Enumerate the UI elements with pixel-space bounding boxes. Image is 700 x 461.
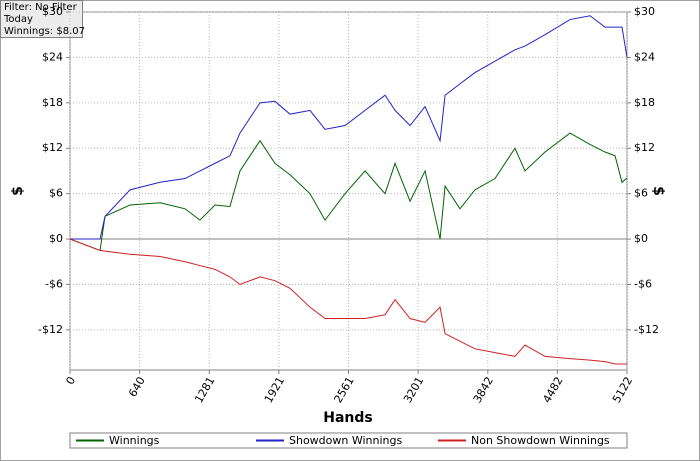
legend-label: Showdown Winnings: [289, 434, 403, 447]
y-tick-label: $0: [49, 232, 63, 245]
y2-tick-label: $6: [634, 187, 648, 200]
filter-text: Filter: No Filter: [4, 2, 78, 13]
y-tick-label: -$12: [38, 323, 63, 336]
y2-tick-label: -$12: [634, 323, 659, 336]
legend-label: Winnings: [109, 434, 160, 447]
legend-label: Non Showdown Winnings: [471, 434, 610, 447]
y2-tick-label: -$6: [634, 277, 652, 290]
y-tick-label: $12: [42, 141, 63, 154]
y2-tick-label: $0: [634, 232, 648, 245]
y-tick-label: $30: [42, 5, 63, 18]
y-tick-label: $18: [42, 96, 63, 109]
series-line: [70, 15, 628, 240]
y2-tick-label: $30: [634, 5, 655, 18]
filter-text: Winnings: $8.07: [4, 26, 85, 37]
y2-tick-label: $24: [634, 50, 655, 63]
y-tick-label: $24: [42, 50, 63, 63]
y2-axis-label: $: [650, 186, 666, 196]
y-axis-label: $: [10, 186, 26, 196]
y2-tick-label: $12: [634, 141, 655, 154]
series-line: [69, 132, 628, 252]
series-line: [69, 238, 627, 365]
plot-area: [69, 11, 628, 371]
legend: [69, 432, 628, 449]
filter-text: Today: [3, 14, 33, 25]
y-tick-label: $6: [49, 187, 63, 200]
x-axis-label: Hands: [323, 410, 373, 426]
y2-tick-label: $18: [634, 96, 655, 109]
filter-box: [0, 0, 83, 38]
y-tick-label: -$6: [45, 277, 63, 290]
